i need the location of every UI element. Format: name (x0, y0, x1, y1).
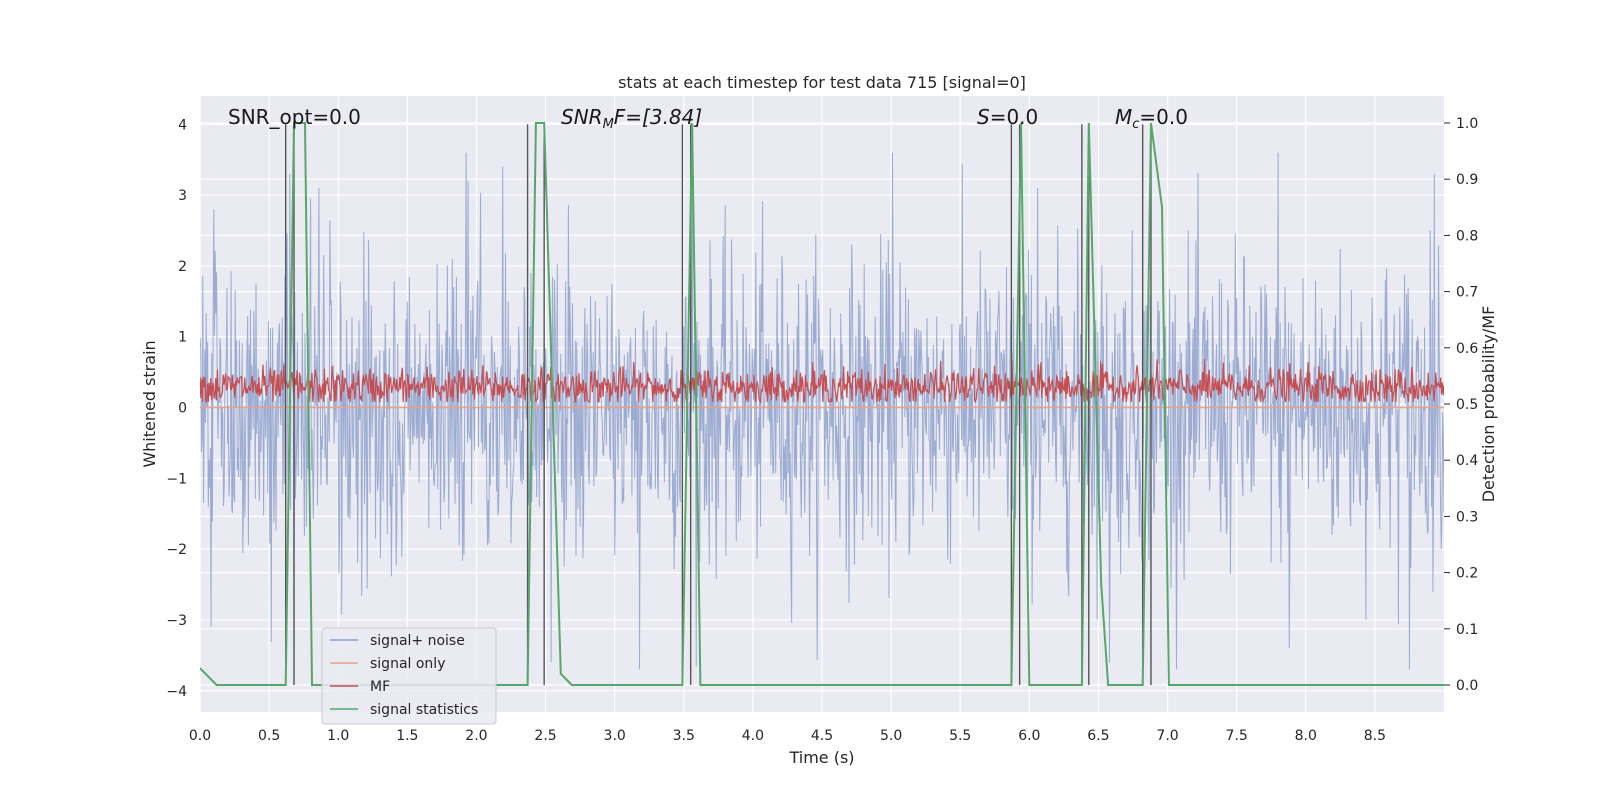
annotation-snr-mf-rest: F=[3.84] (614, 105, 702, 129)
y2-tick-label: 0.2 (1456, 566, 1478, 582)
annotation-snr-mf-main: SNR (561, 105, 603, 129)
annotation-snr-opt: SNR_opt=0.0 (228, 105, 361, 129)
annotation-mc-rest: =0.0 (1139, 105, 1188, 129)
y-tick-label: −2 (166, 542, 187, 558)
y2-tick-label: 0.0 (1456, 678, 1478, 694)
x-tick-label: 0.0 (189, 728, 211, 744)
y-tick-label: 3 (178, 188, 187, 204)
x-tick-label: 2.5 (534, 728, 556, 744)
y2-tick-label: 0.1 (1456, 622, 1478, 638)
chart-title: stats at each timestep for test data 715… (618, 73, 1026, 92)
y-tick-label: −1 (166, 471, 187, 487)
mf-line (200, 358, 1444, 405)
y-tick-label: 4 (178, 117, 187, 133)
y-tick-label: −3 (166, 613, 187, 629)
x-tick-label: 3.0 (604, 728, 626, 744)
x-axis-ticks: 0.0 0.5 1.0 1.5 2.0 2.5 3.0 3.5 4.0 4.5 5.0 5.5 6.0 6… (189, 728, 1386, 744)
series-mf (200, 358, 1444, 405)
y2-tick-label: 0.3 (1456, 509, 1478, 525)
x-tick-label: 4.0 (742, 728, 764, 744)
annotation-s-main: S (977, 105, 990, 129)
y2-tick-label: 1.0 (1456, 116, 1478, 132)
annotation-mc-main: M (1115, 105, 1132, 129)
x-tick-label: 5.0 (880, 728, 902, 744)
y-tick-label: −4 (166, 684, 187, 700)
annotation-snr-mf: SNRMF=[3.84] (561, 105, 702, 132)
legend: signal+ noise signal only MF signal stat… (321, 627, 497, 725)
y-tick-label: 0 (178, 401, 187, 417)
y2-tick-label: 0.9 (1456, 172, 1478, 188)
legend-entry-stats: signal statistics (370, 702, 478, 718)
legend-entry-signal-only: signal only (370, 656, 445, 672)
y2-axis-ticks: 1.0 0.9 0.8 0.7 0.6 0.5 0.4 0.3 0.2 0.1 0.0 (1444, 116, 1478, 694)
legend-entry-mf: MF (370, 679, 390, 695)
y2-tick-label: 0.6 (1456, 341, 1478, 357)
x-tick-label: 8.5 (1364, 728, 1386, 744)
x-tick-label: 2.0 (465, 728, 487, 744)
x-tick-label: 8.0 (1295, 728, 1317, 744)
y-axis-ticks: 4 3 2 1 0 −1 −2 −3 −4 (166, 117, 187, 699)
y-tick-label: 2 (178, 259, 187, 275)
x-tick-label: 1.5 (396, 728, 418, 744)
y2-tick-label: 0.4 (1456, 453, 1478, 469)
annotation-mc: Mc=0.0 (1115, 105, 1188, 132)
x-tick-label: 7.0 (1156, 728, 1178, 744)
x-tick-label: 6.5 (1087, 728, 1109, 744)
y2-tick-label: 0.8 (1456, 228, 1478, 244)
legend-entry-noise: signal+ noise (370, 633, 465, 649)
x-axis-label: Time (s) (788, 748, 854, 767)
signal-statistics-line (200, 122, 1444, 686)
series-signal-statistics (200, 122, 1444, 686)
annotation-snr-mf-sub: M (603, 117, 614, 132)
x-tick-label: 5.5 (949, 728, 971, 744)
x-tick-label: 3.5 (673, 728, 695, 744)
x-tick-label: 4.5 (811, 728, 833, 744)
x-tick-label: 1.0 (327, 728, 349, 744)
x-tick-label: 0.5 (258, 728, 280, 744)
legend-box (321, 627, 497, 725)
annotation-mc-sub: c (1132, 117, 1139, 132)
y-axis-label: Whitened strain (140, 340, 159, 467)
x-tick-label: 7.5 (1226, 728, 1248, 744)
annotation-s: S=0.0 (977, 105, 1038, 129)
y-tick-label: 1 (178, 330, 187, 346)
y2-tick-label: 0.7 (1456, 285, 1478, 301)
x-tick-label: 6.0 (1018, 728, 1040, 744)
y2-tick-label: 0.5 (1456, 397, 1478, 413)
annotation-s-rest: =0.0 (990, 105, 1039, 129)
y2-axis-label: Detection probability/MF (1479, 306, 1498, 503)
